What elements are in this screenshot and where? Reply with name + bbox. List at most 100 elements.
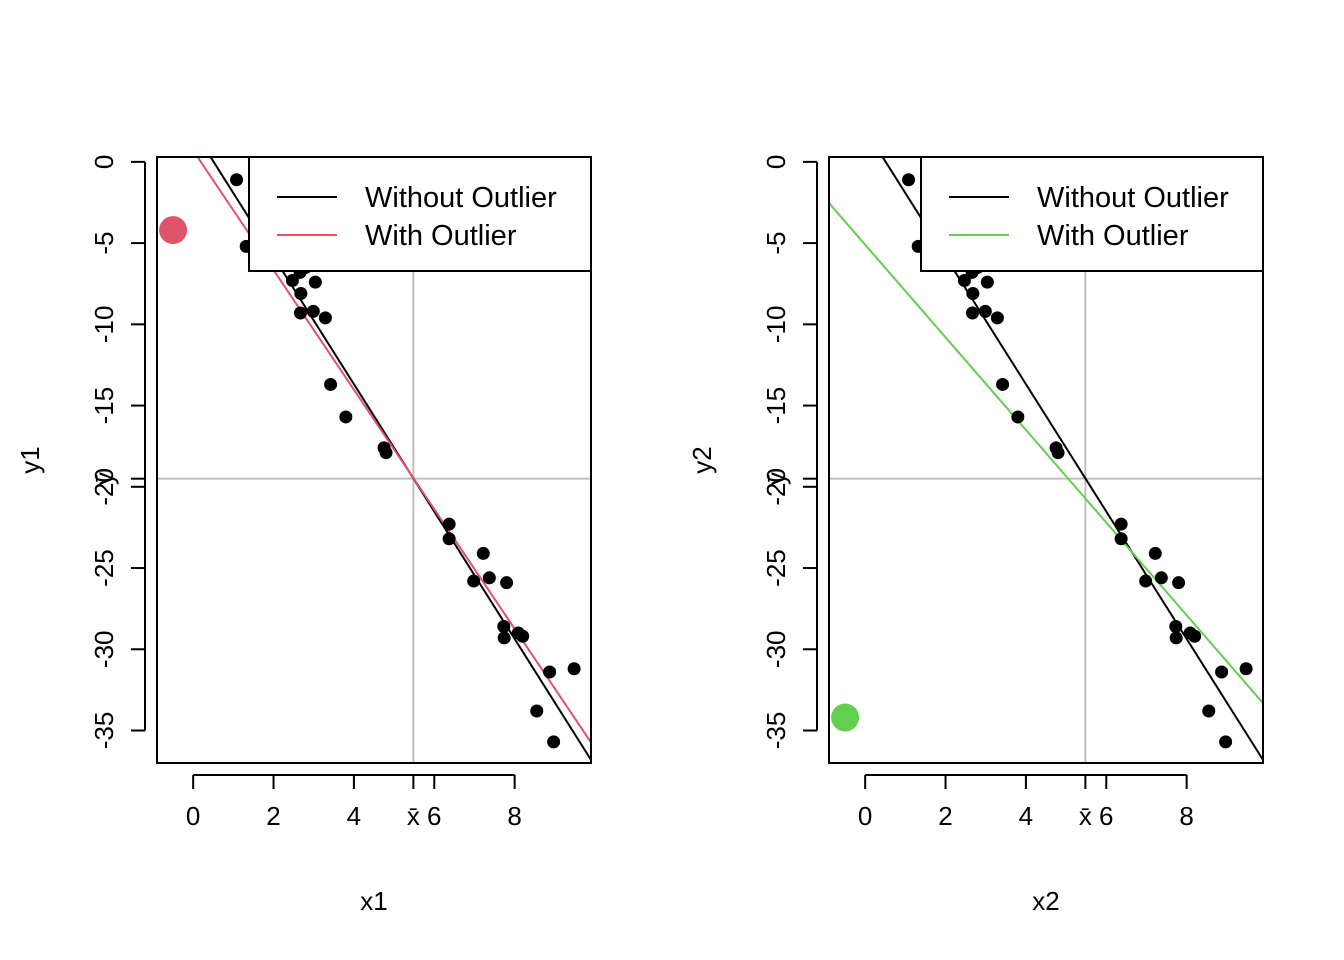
y-tick-label: -35 — [761, 712, 791, 750]
x-tick-label: 6 — [1099, 801, 1113, 831]
mean-x-label: x̄ — [1079, 801, 1092, 831]
data-point — [996, 377, 1010, 391]
data-point — [293, 306, 307, 320]
outlier-point — [159, 216, 188, 245]
data-point — [1051, 446, 1065, 460]
data-point — [1188, 629, 1202, 643]
data-point — [990, 311, 1004, 325]
legend-box — [920, 156, 1264, 272]
data-point — [530, 704, 544, 718]
fit-line-without-outlier — [881, 157, 1263, 761]
legend: Without Outlier With Outlier — [920, 156, 1264, 272]
data-point — [1148, 546, 1162, 560]
data-point — [318, 311, 332, 325]
data-points — [230, 173, 581, 749]
data-point — [1114, 517, 1128, 531]
x-tick-label: 0 — [186, 801, 200, 831]
data-point — [500, 576, 514, 590]
data-point — [1011, 410, 1025, 424]
data-point — [497, 631, 511, 645]
x-tick-label: 8 — [1179, 801, 1193, 831]
data-point — [516, 629, 530, 643]
x-axis-title: x2 — [1032, 886, 1059, 916]
y-axis: 0 -5 -10 -15 -20 -25 -30 -35 ȳ — [89, 155, 146, 750]
y-tick-label: 0 — [89, 155, 119, 169]
data-point — [294, 286, 308, 300]
x-tick-label: 2 — [938, 801, 952, 831]
mean-x-label: x̄ — [407, 801, 420, 831]
chart-panel-1: 0 2 4 6 8 x̄ 0 -5 -10 -15 -20 -25 -30 -35 ȳ x1 y1 Without… — [15, 155, 592, 916]
y-tick-label: -10 — [89, 306, 119, 344]
outlier-point — [831, 703, 860, 732]
data-point — [543, 665, 557, 679]
legend: Without Outlier With Outlier — [248, 156, 592, 272]
x-axis: 0 2 4 6 8 x̄ — [186, 774, 522, 831]
data-point — [379, 446, 393, 460]
data-point — [567, 662, 581, 676]
data-point — [957, 273, 971, 287]
data-point — [1172, 576, 1186, 590]
legend-label: With Outlier — [1037, 220, 1189, 252]
data-point — [482, 571, 496, 585]
chart-panel-2: 0 2 4 6 8 x̄ 0 -5 -10 -15 -20 -25 -30 -35 ȳ x2 y2 Without… — [687, 155, 1264, 916]
plot-frame — [828, 156, 1264, 764]
legend-label: Without Outlier — [365, 182, 557, 214]
y-tick-label: -10 — [761, 306, 791, 344]
data-point — [978, 304, 992, 318]
data-point — [547, 735, 561, 749]
data-point — [324, 377, 338, 391]
data-points — [902, 173, 1253, 749]
x-axis-title: x1 — [360, 886, 387, 916]
x-tick-label: 6 — [427, 801, 441, 831]
legend-label: Without Outlier — [1037, 182, 1229, 214]
x-tick-label: 2 — [266, 801, 280, 831]
data-point — [467, 574, 481, 588]
data-point — [442, 532, 456, 546]
data-point — [902, 173, 916, 187]
y-tick-label: -25 — [89, 549, 119, 587]
data-point — [1219, 735, 1233, 749]
data-point — [980, 275, 994, 289]
data-point — [1169, 631, 1183, 645]
y-tick-label: -20 — [89, 468, 119, 506]
data-point — [1139, 574, 1153, 588]
x-tick-label: 4 — [347, 801, 361, 831]
x-tick-label: 8 — [507, 801, 521, 831]
fit-line-without-outlier — [209, 157, 591, 761]
data-point — [1202, 704, 1216, 718]
data-point — [1215, 665, 1229, 679]
data-point — [285, 273, 299, 287]
y-tick-label: -15 — [761, 387, 791, 425]
data-point — [1169, 620, 1183, 634]
data-point — [966, 286, 980, 300]
data-point — [442, 517, 456, 531]
data-point — [497, 620, 511, 634]
x-tick-label: 4 — [1019, 801, 1033, 831]
y-tick-label: -25 — [761, 549, 791, 587]
y-tick-label: -20 — [761, 468, 791, 506]
y-tick-label: 0 — [761, 155, 791, 169]
fit-line-with-outlier — [829, 202, 1263, 704]
y-tick-label: -35 — [89, 712, 119, 750]
data-point — [230, 173, 244, 187]
data-point — [306, 304, 320, 318]
y-tick-label: -5 — [89, 232, 119, 255]
data-point — [339, 410, 353, 424]
data-point — [308, 275, 322, 289]
y-tick-label: -5 — [761, 232, 791, 255]
legend-label: With Outlier — [365, 220, 517, 252]
data-point — [1239, 662, 1253, 676]
y-axis-title: y2 — [687, 446, 717, 473]
x-axis: 0 2 4 6 8 x̄ — [858, 774, 1194, 831]
y-tick-label: -15 — [89, 387, 119, 425]
mean-y-label: ȳ — [89, 472, 119, 485]
y-tick-label: -30 — [89, 630, 119, 668]
plot-frame — [156, 156, 592, 764]
x-tick-label: 0 — [858, 801, 872, 831]
data-point — [965, 306, 979, 320]
mean-y-label: ȳ — [761, 472, 791, 485]
data-point — [476, 546, 490, 560]
y-axis-title: y1 — [15, 446, 45, 473]
y-axis: 0 -5 -10 -15 -20 -25 -30 -35 ȳ — [761, 155, 818, 750]
